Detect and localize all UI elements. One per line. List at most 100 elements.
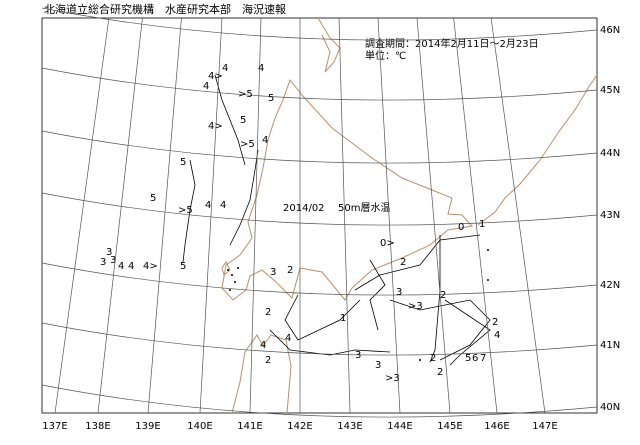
station <box>234 281 236 283</box>
contour-label: 4> <box>208 71 223 82</box>
contour-label: >3 <box>385 373 400 384</box>
lon-label: 144E <box>387 421 412 432</box>
parallel <box>41 384 598 418</box>
lat-label: 42N <box>600 280 620 291</box>
contour-label: 2 <box>492 317 498 328</box>
contour-line <box>369 259 386 331</box>
lon-label: 137E <box>42 421 67 432</box>
unit: 単位：℃ <box>365 49 406 62</box>
map-layer: 50m層水温 <box>338 202 390 214</box>
meridian <box>416 17 451 414</box>
lat-label: 41N <box>600 340 620 351</box>
map-frame <box>41 17 598 414</box>
contour-label: 6 <box>472 353 478 364</box>
lon-label: 140E <box>187 421 212 432</box>
contour-label: 2 <box>430 353 436 364</box>
stations <box>227 249 489 361</box>
parallel <box>41 130 598 164</box>
contour-label: 5 <box>465 353 471 364</box>
contour-line <box>182 159 196 263</box>
contour-line <box>284 294 361 341</box>
honshu <box>231 334 292 414</box>
contour-label: 4 <box>262 135 268 146</box>
contour-line <box>269 329 391 356</box>
contour-label: 4 <box>222 63 228 74</box>
contour-label: 0 <box>458 222 464 233</box>
contour-label: >5 <box>238 89 253 100</box>
station <box>487 279 489 281</box>
contour-line <box>354 234 481 291</box>
kurils <box>477 74 598 226</box>
contour-label: 4 <box>285 333 291 344</box>
meridian <box>199 17 223 414</box>
station <box>227 269 229 271</box>
sakhalin <box>317 17 341 73</box>
contour-line <box>214 74 246 166</box>
contour-label: 3 <box>375 360 381 371</box>
lon-label: 138E <box>85 421 110 432</box>
contour-label: 2 <box>265 307 271 318</box>
contour-label: 7 <box>480 353 486 364</box>
contour-label: >3 <box>408 301 423 312</box>
station <box>487 249 489 251</box>
parallel <box>41 7 598 41</box>
parallel <box>41 67 598 101</box>
meridian <box>338 17 351 414</box>
lon-label: 146E <box>484 421 509 432</box>
station <box>419 359 421 361</box>
meridian <box>490 17 546 414</box>
station <box>231 274 233 276</box>
contour-label: 2 <box>440 290 446 301</box>
contour-line <box>229 149 259 246</box>
contour-label: 5 <box>180 261 186 272</box>
contour-label: 0> <box>380 238 395 249</box>
lat-label: 45N <box>600 85 620 96</box>
contour-label: 3 <box>110 255 116 266</box>
contour-label: 3 <box>396 287 402 298</box>
parallel <box>41 192 598 226</box>
contour-label: 4 <box>118 261 124 272</box>
contours <box>182 74 491 366</box>
contour-label: 4> <box>143 261 158 272</box>
parallel <box>41 322 598 356</box>
station <box>237 267 239 269</box>
contour-label: 3 <box>100 257 106 268</box>
contour-label: 4 <box>220 200 226 211</box>
lon-label: 143E <box>337 421 362 432</box>
contour-label: 2 <box>265 355 271 366</box>
station <box>229 289 231 291</box>
contour-label: 5 <box>180 157 186 168</box>
contour-label: 4 <box>205 200 211 211</box>
contour-label: 5 <box>268 93 274 104</box>
contour-label: 4 <box>260 340 266 351</box>
contour-label: 4 <box>494 330 500 341</box>
meridian <box>377 17 401 414</box>
lat-label: 43N <box>600 210 620 221</box>
lat-label: 40N <box>600 402 620 413</box>
meridian <box>97 17 143 414</box>
lon-label: 139E <box>135 421 160 432</box>
lat-label: 46N <box>600 25 620 36</box>
contour-line <box>444 299 491 366</box>
contour-label: 2 <box>437 367 443 378</box>
meridian <box>54 17 110 414</box>
lat-label: 44N <box>600 148 620 159</box>
okushiri <box>221 261 231 276</box>
contour-label: 3 <box>270 267 276 278</box>
contour-label: 5 <box>240 115 246 126</box>
contour-line <box>389 299 491 361</box>
contour-label: 5 <box>150 193 156 204</box>
meridian <box>147 17 182 414</box>
contour-label: 2 <box>287 265 293 276</box>
contour-label: 4 <box>203 81 209 92</box>
meridian <box>453 17 498 414</box>
parallel <box>41 262 598 296</box>
meridian <box>249 17 262 414</box>
contour-label: 2 <box>400 257 406 268</box>
contour-label: 4> <box>208 121 223 132</box>
contour-label: 4 <box>128 261 134 272</box>
lon-label: 142E <box>287 421 312 432</box>
lon-label: 141E <box>237 421 262 432</box>
contour-label: 1 <box>479 219 485 230</box>
